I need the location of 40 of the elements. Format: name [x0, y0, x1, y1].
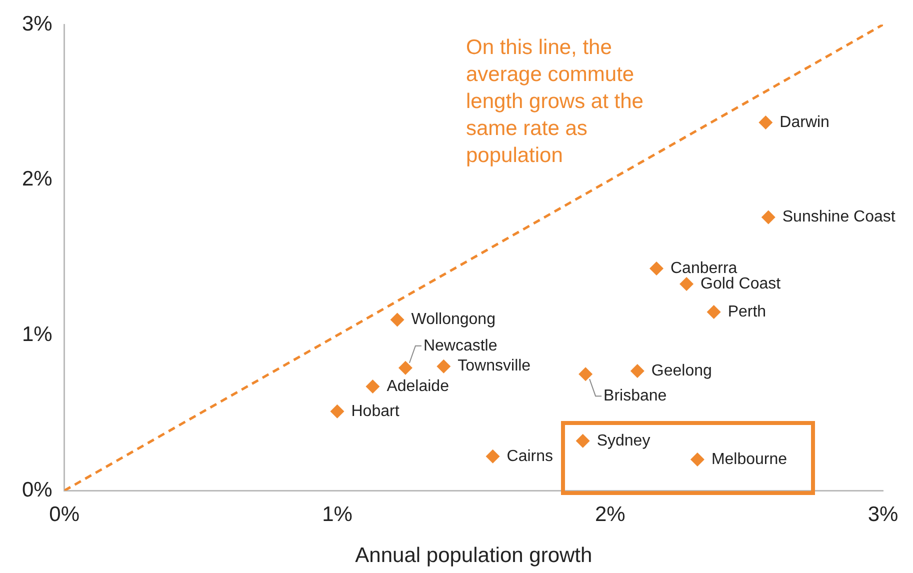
series-label: Canberra — [670, 260, 738, 277]
point — [576, 434, 590, 448]
point — [630, 364, 644, 378]
series-label: Wollongong — [411, 311, 496, 328]
annotation: On this line, the average commute length grows at the same rate as population — [466, 35, 644, 169]
series-label: Hobart — [351, 402, 400, 420]
series-label: Geelong — [651, 362, 712, 380]
series-label: Cairns — [506, 448, 554, 465]
series-label: Gold Coast — [700, 275, 782, 292]
y-tick-label: 2% — [22, 168, 52, 191]
point — [680, 277, 694, 292]
series-label: Melbourne — [711, 450, 788, 468]
y-tick-label: 3% — [22, 12, 52, 36]
point — [650, 261, 664, 276]
series-label: Darwin — [780, 114, 830, 131]
point — [758, 115, 773, 130]
series-label: Sydney — [596, 432, 650, 450]
point — [761, 210, 776, 224]
series-label: Perth — [728, 303, 766, 320]
point — [486, 449, 500, 464]
x-tick-label: 0% — [49, 502, 80, 526]
point — [578, 367, 593, 382]
point — [690, 452, 704, 467]
y-tick-label: 1% — [22, 323, 52, 346]
point — [366, 380, 380, 394]
x-axis-title: Annual population growth — [355, 544, 592, 568]
point — [436, 359, 451, 374]
point — [398, 360, 412, 375]
series-label: Townsville — [458, 358, 531, 375]
x-tick-label: 1% — [322, 502, 352, 526]
point — [330, 404, 344, 418]
series-label: Adelaide — [386, 378, 450, 395]
series-label: Sunshine Coast — [782, 208, 896, 226]
x-tick-label: 3% — [868, 502, 898, 526]
point — [706, 304, 721, 319]
point — [390, 312, 404, 327]
series-label: Newcastle — [423, 337, 498, 354]
x-tick-label: 2% — [594, 502, 626, 526]
y-tick-label: 0% — [22, 478, 52, 502]
series-label: Brisbane — [604, 388, 667, 405]
